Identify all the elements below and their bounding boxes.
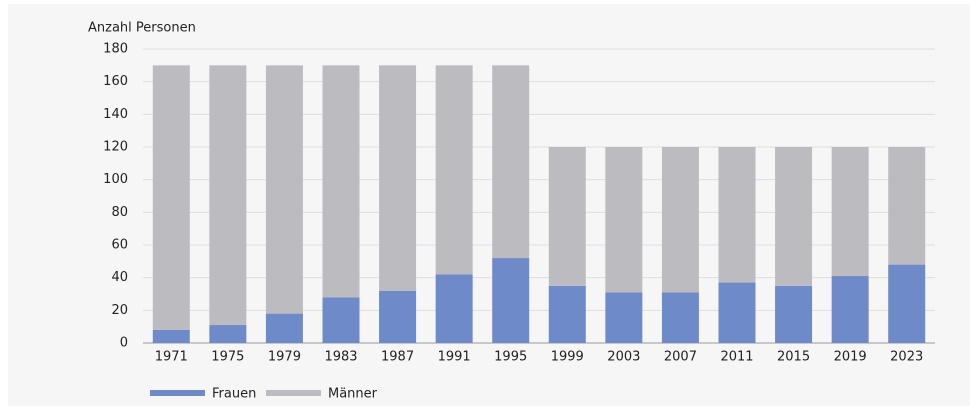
bar-segment <box>435 274 473 343</box>
y-tick-label: 80 <box>111 205 128 220</box>
legend-label: Frauen <box>212 387 256 402</box>
x-tick-label: 1979 <box>268 350 301 365</box>
x-tick-label: 2011 <box>720 350 753 365</box>
y-tick-label: 140 <box>103 107 128 122</box>
bar-segment <box>661 147 699 293</box>
bar-segment <box>152 65 190 330</box>
y-tick-label: 160 <box>103 74 128 89</box>
y-tick-label: 180 <box>103 42 128 57</box>
chart-background <box>8 4 970 406</box>
bar-segment <box>322 297 360 343</box>
bar-segment <box>152 329 190 343</box>
bar-segment <box>605 292 643 343</box>
bar-segment <box>492 258 530 343</box>
x-tick-label: 2015 <box>777 350 810 365</box>
bar-segment <box>492 65 530 259</box>
x-tick-label: 2003 <box>607 350 640 365</box>
x-tick-label: 1995 <box>494 350 527 365</box>
bar-segment <box>379 290 417 343</box>
x-tick-label: 1975 <box>211 350 244 365</box>
bar-segment <box>379 65 417 291</box>
bar-segment <box>435 65 473 275</box>
legend-swatch <box>150 390 205 396</box>
bar-segment <box>322 65 360 298</box>
y-tick-label: 0 <box>120 336 128 351</box>
y-tick-label: 40 <box>111 270 128 285</box>
legend-label: Männer <box>328 387 378 402</box>
bar-segment <box>888 147 926 265</box>
y-tick-label: 20 <box>111 303 128 318</box>
y-axis-label: Anzahl Personen <box>88 21 196 36</box>
bar-segment <box>718 147 756 283</box>
bar-segment <box>831 276 869 343</box>
bar-segment <box>888 264 926 343</box>
x-tick-label: 2023 <box>890 350 923 365</box>
bar-segment <box>718 282 756 343</box>
bar-segment <box>831 147 869 277</box>
bar-segment <box>548 147 586 286</box>
bar-segment <box>209 65 247 326</box>
legend-swatch <box>266 390 321 396</box>
bar-segment <box>265 313 303 343</box>
x-tick-label: 1971 <box>155 350 188 365</box>
bar-segment <box>775 147 813 286</box>
y-tick-label: 100 <box>103 172 128 187</box>
x-tick-label: 2007 <box>664 350 697 365</box>
bar-segment <box>775 285 813 343</box>
y-tick-label: 60 <box>111 238 128 253</box>
bar-segment <box>661 292 699 343</box>
bar-segment <box>209 325 247 343</box>
y-tick-label: 120 <box>103 140 128 155</box>
bar-segment <box>548 285 586 343</box>
x-tick-label: 1987 <box>381 350 414 365</box>
x-tick-label: 2019 <box>834 350 867 365</box>
x-tick-label: 1999 <box>551 350 584 365</box>
x-tick-label: 1983 <box>324 350 357 365</box>
x-tick-label: 1991 <box>438 350 471 365</box>
bar-segment <box>605 147 643 293</box>
bar-segment <box>265 65 303 314</box>
